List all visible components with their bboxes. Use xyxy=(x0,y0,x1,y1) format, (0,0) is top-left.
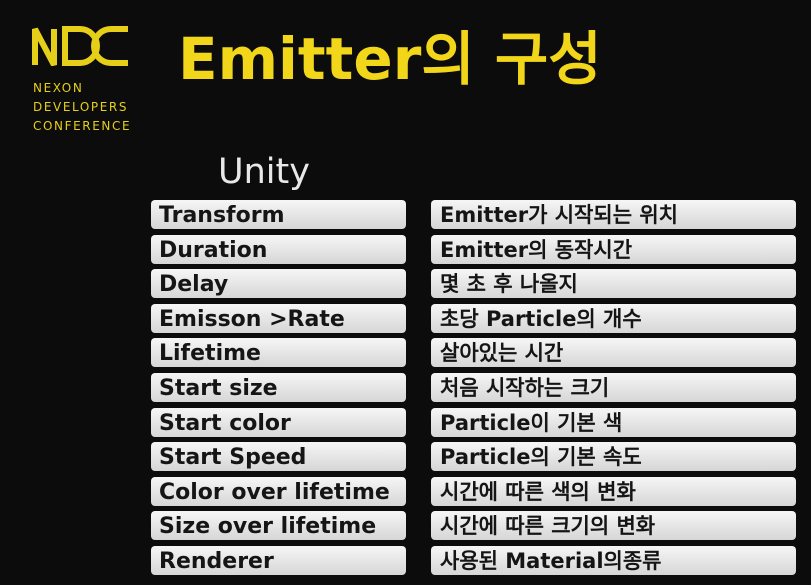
property-cell: Start Speed xyxy=(151,442,406,472)
property-cell: Delay xyxy=(151,269,406,299)
property-cell: Start color xyxy=(151,407,406,437)
description-cell: Emitter가 시작되는 위치 xyxy=(431,200,796,229)
logo-line-nexon: NEXON xyxy=(33,81,84,95)
description-cell: 사용된 Material의종류 xyxy=(431,545,796,575)
logo-line-conference: CONFERENCE xyxy=(33,119,132,133)
description-cell: 처음 시작하는 크기 xyxy=(431,372,796,402)
property-cell: Size over lifetime xyxy=(151,511,406,541)
description-cell: 시간에 따른 크기의 변화 xyxy=(431,511,796,541)
slide-title: Emitter의 구성 xyxy=(178,25,602,93)
property-cell: Emisson >Rate xyxy=(151,303,406,333)
ndc-logo-mark xyxy=(32,26,128,66)
property-cell: Transform xyxy=(151,200,406,229)
property-cell: Color over lifetime xyxy=(151,476,406,506)
description-cell: Emitter의 동작시간 xyxy=(431,234,796,264)
description-list: Emitter가 시작되는 위치 Emitter의 동작시간 몇 초 후 나올지… xyxy=(431,200,796,581)
description-cell: 살아있는 시간 xyxy=(431,338,796,368)
property-cell: Start size xyxy=(151,372,406,402)
description-cell: 시간에 따른 색의 변화 xyxy=(431,476,796,506)
property-cell: Renderer xyxy=(151,545,406,575)
description-cell: Particle이 기본 색 xyxy=(431,407,796,437)
property-cell: Duration xyxy=(151,234,406,264)
property-list: Transform Duration Delay Emisson >Rate L… xyxy=(151,200,406,581)
ndc-logo: NEXON DEVELOPERS CONFERENCE xyxy=(32,26,142,136)
column-header-unity: Unity xyxy=(218,152,310,192)
description-cell: 초당 Particle의 개수 xyxy=(431,303,796,333)
logo-line-developers: DEVELOPERS xyxy=(33,100,129,114)
property-cell: Lifetime xyxy=(151,338,406,368)
description-cell: Particle의 기본 속도 xyxy=(431,442,796,472)
description-cell: 몇 초 후 나올지 xyxy=(431,269,796,299)
